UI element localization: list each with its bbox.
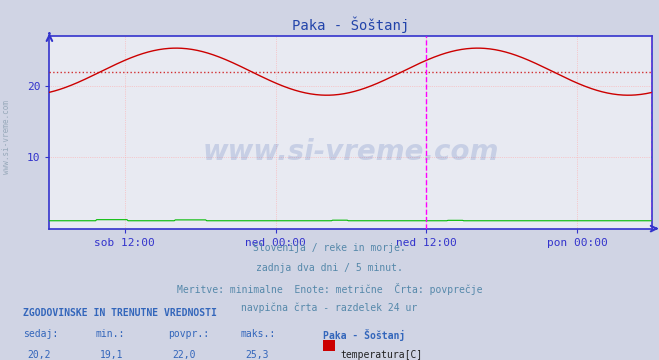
Text: temperatura[C]: temperatura[C]: [340, 350, 422, 360]
Text: www.si-vreme.com: www.si-vreme.com: [2, 100, 11, 174]
Text: www.si-vreme.com: www.si-vreme.com: [203, 138, 499, 166]
Text: Meritve: minimalne  Enote: metrične  Črta: povprečje: Meritve: minimalne Enote: metrične Črta:…: [177, 283, 482, 294]
Title: Paka - Šoštanj: Paka - Šoštanj: [293, 17, 409, 33]
Text: povpr.:: povpr.:: [168, 329, 209, 339]
Text: 25,3: 25,3: [245, 350, 269, 360]
Text: min.:: min.:: [96, 329, 125, 339]
Text: 19,1: 19,1: [100, 350, 124, 360]
Text: 22,0: 22,0: [173, 350, 196, 360]
Text: Slovenija / reke in morje.: Slovenija / reke in morje.: [253, 243, 406, 253]
Text: 20,2: 20,2: [28, 350, 51, 360]
Text: sedaj:: sedaj:: [23, 329, 58, 339]
Text: ZGODOVINSKE IN TRENUTNE VREDNOSTI: ZGODOVINSKE IN TRENUTNE VREDNOSTI: [23, 308, 217, 318]
Text: Paka - Šoštanj: Paka - Šoštanj: [323, 329, 405, 341]
Text: maks.:: maks.:: [241, 329, 275, 339]
Text: navpična črta - razdelek 24 ur: navpična črta - razdelek 24 ur: [241, 302, 418, 313]
Text: zadnja dva dni / 5 minut.: zadnja dva dni / 5 minut.: [256, 263, 403, 273]
